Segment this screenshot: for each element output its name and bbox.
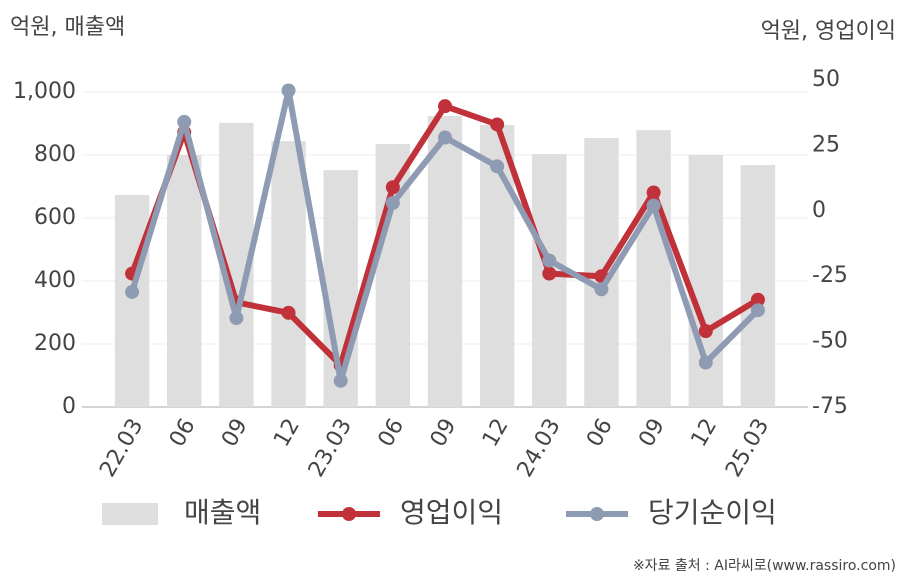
point <box>125 284 140 299</box>
point <box>542 266 557 281</box>
bar <box>114 195 150 407</box>
point <box>698 355 713 370</box>
point <box>750 303 765 318</box>
y-axis-label: 억원, 매출액 <box>10 15 125 40</box>
x-tick-label: 25.03 <box>721 415 774 482</box>
legend-label: 당기순이익 <box>648 496 777 529</box>
point <box>594 282 609 297</box>
bar <box>636 130 671 408</box>
point <box>333 373 348 388</box>
point <box>490 159 505 174</box>
y2-tick-label: 0 <box>812 198 826 223</box>
point <box>646 198 661 213</box>
x-tick-label: 06 <box>165 415 201 452</box>
bar <box>427 115 463 407</box>
y-tick-label: 600 <box>34 205 76 230</box>
bar <box>740 165 776 407</box>
x-tick-label: 12 <box>269 415 305 452</box>
y-tick-label: 1,000 <box>13 79 76 104</box>
point <box>281 305 296 320</box>
x-tick-label: 12 <box>687 415 723 452</box>
point <box>750 292 765 307</box>
y-tick-label: 400 <box>34 268 76 293</box>
bar <box>167 155 202 407</box>
y-tick-label: 200 <box>34 331 76 356</box>
x-tick-label: 22.03 <box>95 415 148 482</box>
x-tick-label: 09 <box>634 415 670 452</box>
bar <box>271 141 306 407</box>
point <box>438 130 452 145</box>
x-tick-label: 12 <box>478 414 514 451</box>
legend-label: 영업이익 <box>400 496 503 529</box>
legend-swatch <box>590 507 604 521</box>
y2-tick-label: -25 <box>812 263 848 288</box>
y2-axis-label: 억원, 영업이익 <box>761 19 896 44</box>
point <box>542 253 557 268</box>
point <box>229 311 244 326</box>
x-tick-label: 06 <box>582 415 618 452</box>
x-tick-label: 24.03 <box>513 415 566 482</box>
y-tick-label: 800 <box>34 142 76 167</box>
y2-tick-label: -75 <box>812 394 848 419</box>
y2-tick-label: 50 <box>812 67 840 92</box>
point <box>438 99 452 114</box>
point <box>385 180 400 195</box>
point <box>385 195 400 210</box>
source: ※자료 출처 : AI라씨로(www.rassiro.com) <box>633 558 896 574</box>
legend-label: 매출액 <box>184 496 261 529</box>
point <box>177 114 192 129</box>
x-tick-label: 09 <box>426 415 462 452</box>
x-tick-label: 23.03 <box>304 415 357 482</box>
x-tick-label: 06 <box>374 415 410 452</box>
legend-swatch <box>342 507 356 521</box>
x-tick-label: 09 <box>217 415 253 452</box>
y2-tick-label: -50 <box>812 329 848 354</box>
legend-swatch <box>102 503 158 525</box>
point <box>646 185 661 200</box>
y2-tick-label: 25 <box>812 132 840 157</box>
y-tick-label: 0 <box>62 394 76 419</box>
point <box>490 117 505 132</box>
point <box>698 324 713 339</box>
point <box>281 83 296 98</box>
